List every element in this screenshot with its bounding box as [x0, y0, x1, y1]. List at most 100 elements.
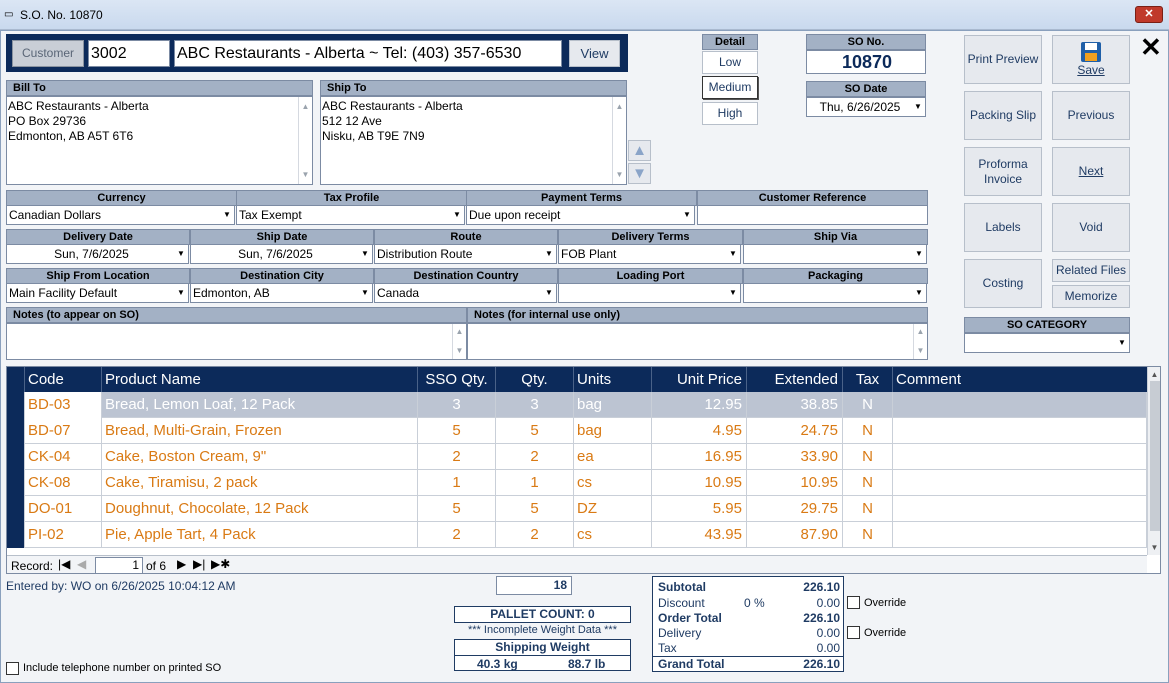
cell-name[interactable]: Bread, Lemon Loaf, 12 Pack — [102, 392, 418, 418]
cell-price[interactable]: 43.95 — [652, 522, 747, 548]
dest-city-select[interactable]: Edmonton, AB ▼ — [190, 283, 373, 303]
previous-button[interactable]: Previous — [1052, 91, 1130, 140]
next-record-icon[interactable]: ▶ — [177, 557, 187, 571]
cell-name[interactable]: Pie, Apple Tart, 4 Pack — [102, 522, 418, 548]
cell-code[interactable]: CK-08 — [25, 470, 102, 496]
cell-name[interactable]: Doughnut, Chocolate, 12 Pack — [102, 496, 418, 522]
new-record-icon[interactable]: ▶✱ — [211, 557, 231, 571]
delivery-terms-select[interactable]: FOB Plant ▼ — [558, 244, 741, 264]
table-row[interactable]: CK-04 Cake, Boston Cream, 9" 2 2 ea 16.95 33.9… — [7, 444, 1147, 470]
chevron-down-icon[interactable]: ▼ — [914, 102, 922, 111]
chevron-down-icon[interactable]: ▼ — [1118, 338, 1126, 347]
cell-comment[interactable] — [893, 392, 1147, 418]
packaging-select[interactable]: ▼ — [743, 283, 927, 303]
labels-button[interactable]: Labels — [964, 203, 1042, 252]
cell-qty[interactable]: 5 — [496, 418, 574, 444]
col-sso-qty[interactable]: SSO Qty. — [418, 367, 496, 392]
detail-medium-button[interactable]: Medium — [702, 76, 758, 99]
cell-qty[interactable]: 2 — [496, 444, 574, 470]
cell-tax[interactable]: N — [843, 496, 893, 522]
chevron-down-icon[interactable]: ▼ — [545, 249, 553, 258]
delivery-date-select[interactable]: Sun, 7/6/2025 ▼ — [6, 244, 189, 264]
cell-sso[interactable]: 3 — [418, 392, 496, 418]
table-row[interactable]: PI-02 Pie, Apple Tart, 4 Pack 2 2 cs 43.95 87.… — [7, 522, 1147, 548]
detail-high-button[interactable]: High — [702, 102, 758, 125]
cell-ext[interactable]: 33.90 — [747, 444, 843, 470]
cell-qty[interactable]: 2 — [496, 522, 574, 548]
cell-code[interactable]: CK-04 — [25, 444, 102, 470]
delivery-value[interactable]: 0.00 — [816, 626, 840, 640]
cell-qty[interactable]: 3 — [496, 392, 574, 418]
cell-ext[interactable]: 10.95 — [747, 470, 843, 496]
chevron-down-icon[interactable]: ▼ — [453, 210, 461, 219]
discount-override-checkbox[interactable] — [847, 596, 860, 609]
cell-name[interactable]: Bread, Multi-Grain, Frozen — [102, 418, 418, 444]
row-selector[interactable] — [7, 496, 25, 522]
cell-comment[interactable] — [893, 496, 1147, 522]
cell-units[interactable]: bag — [574, 392, 652, 418]
chevron-down-icon[interactable]: ▼ — [683, 210, 691, 219]
ship-date-select[interactable]: Sun, 7/6/2025 ▼ — [190, 244, 373, 264]
chevron-down-icon[interactable]: ▼ — [177, 288, 185, 297]
next-button[interactable]: Next — [1052, 147, 1130, 196]
cell-units[interactable]: DZ — [574, 496, 652, 522]
ship-via-select[interactable]: ▼ — [743, 244, 927, 264]
chevron-down-icon[interactable]: ▼ — [915, 249, 923, 258]
record-number-field[interactable]: 1 — [95, 557, 143, 573]
loading-port-select[interactable]: ▼ — [558, 283, 741, 303]
cell-sso[interactable]: 1 — [418, 470, 496, 496]
row-selector[interactable] — [7, 392, 25, 418]
scrollbar[interactable]: ▲ ▼ — [913, 324, 927, 359]
cell-price[interactable]: 10.95 — [652, 470, 747, 496]
customer-name-field[interactable]: ABC Restaurants - Alberta ~ Tel: (403) 3… — [174, 40, 562, 67]
cell-comment[interactable] — [893, 470, 1147, 496]
cell-units[interactable]: cs — [574, 470, 652, 496]
chevron-down-icon[interactable]: ▼ — [729, 288, 737, 297]
memorize-button[interactable]: Memorize — [1052, 285, 1130, 308]
col-code[interactable]: Code — [25, 367, 102, 392]
include-phone-checkbox[interactable] — [6, 662, 19, 675]
cell-code[interactable]: DO-01 — [25, 496, 102, 522]
scrollbar[interactable]: ▲ ▼ — [612, 97, 626, 184]
packing-slip-button[interactable]: Packing Slip — [964, 91, 1042, 140]
move-up-arrow-icon[interactable]: ▲ — [628, 140, 651, 161]
cell-price[interactable]: 16.95 — [652, 444, 747, 470]
cell-sso[interactable]: 5 — [418, 496, 496, 522]
table-row[interactable]: BD-07 Bread, Multi-Grain, Frozen 5 5 bag 4.95… — [7, 418, 1147, 444]
cell-ext[interactable]: 38.85 — [747, 392, 843, 418]
col-tax[interactable]: Tax — [843, 367, 893, 392]
cell-tax[interactable]: N — [843, 444, 893, 470]
move-down-arrow-icon[interactable]: ▼ — [628, 163, 651, 184]
col-unit-price[interactable]: Unit Price — [652, 367, 747, 392]
chevron-down-icon[interactable]: ▼ — [545, 288, 553, 297]
col-qty[interactable]: Qty. — [496, 367, 574, 392]
chevron-down-icon[interactable]: ▼ — [177, 249, 185, 258]
currency-select[interactable]: Canadian Dollars ▼ — [6, 205, 235, 225]
scroll-thumb[interactable] — [1150, 381, 1160, 531]
chevron-down-icon[interactable]: ▼ — [223, 210, 231, 219]
scrollbar[interactable]: ▲ ▼ — [298, 97, 312, 184]
cell-ext[interactable]: 87.90 — [747, 522, 843, 548]
scroll-up-icon[interactable]: ▲ — [1150, 370, 1159, 379]
cell-tax[interactable]: N — [843, 522, 893, 548]
delivery-override-checkbox[interactable] — [847, 626, 860, 639]
scrollbar[interactable]: ▲ ▼ — [452, 324, 466, 359]
row-selector[interactable] — [7, 444, 25, 470]
chevron-down-icon[interactable]: ▼ — [729, 249, 737, 258]
table-row[interactable]: CK-08 Cake, Tiramisu, 2 pack 1 1 cs 10.95 10.9… — [7, 470, 1147, 496]
row-selector[interactable] — [7, 470, 25, 496]
cell-units[interactable]: cs — [574, 522, 652, 548]
cell-qty[interactable]: 1 — [496, 470, 574, 496]
ship-to-address[interactable]: ABC Restaurants - Alberta 512 12 Ave Nis… — [320, 96, 627, 185]
cell-sso[interactable]: 2 — [418, 444, 496, 470]
proforma-invoice-button[interactable]: Proforma Invoice — [964, 147, 1042, 196]
chevron-down-icon[interactable]: ▼ — [915, 288, 923, 297]
cell-ext[interactable]: 29.75 — [747, 496, 843, 522]
print-preview-button[interactable]: Print Preview — [964, 35, 1042, 84]
payment-terms-select[interactable]: Due upon receipt ▼ — [466, 205, 695, 225]
table-row[interactable]: BD-03 Bread, Lemon Loaf, 12 Pack 3 3 bag 12.9… — [7, 392, 1147, 418]
scroll-down-icon[interactable]: ▼ — [1150, 543, 1159, 552]
grid-scrollbar[interactable]: ▲ ▼ — [1147, 367, 1160, 555]
tax-profile-select[interactable]: Tax Exempt ▼ — [236, 205, 465, 225]
col-product-name[interactable]: Product Name — [102, 367, 418, 392]
